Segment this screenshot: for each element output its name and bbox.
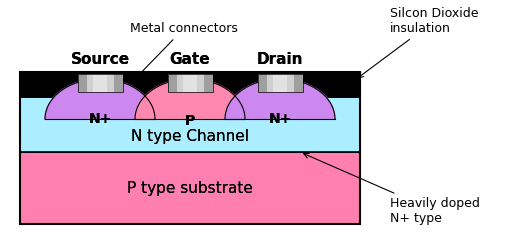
Bar xyxy=(167,74,212,92)
Bar xyxy=(183,74,197,92)
Bar xyxy=(20,152,360,224)
Text: N+: N+ xyxy=(89,112,112,126)
Text: N+: N+ xyxy=(89,112,112,126)
Bar xyxy=(258,74,303,92)
Text: N type Channel: N type Channel xyxy=(131,130,249,144)
Text: N+: N+ xyxy=(268,112,292,126)
Text: Silcon Dioxide
insulation: Silcon Dioxide insulation xyxy=(358,7,479,78)
Bar xyxy=(203,74,212,92)
Text: Heavily doped
N+ type: Heavily doped N+ type xyxy=(304,153,480,225)
Text: P: P xyxy=(185,114,195,128)
Polygon shape xyxy=(225,79,335,119)
Bar xyxy=(77,74,87,92)
Bar xyxy=(20,72,360,224)
Text: Source: Source xyxy=(71,52,130,68)
Text: P type substrate: P type substrate xyxy=(127,180,253,196)
Text: Gate: Gate xyxy=(169,52,210,68)
Bar xyxy=(258,74,303,92)
Text: N type Channel: N type Channel xyxy=(131,130,249,144)
Polygon shape xyxy=(135,79,245,119)
Text: Metal connectors: Metal connectors xyxy=(130,22,238,81)
Bar xyxy=(93,74,106,92)
Text: P type substrate: P type substrate xyxy=(127,180,253,196)
Text: Source: Source xyxy=(71,52,130,68)
Bar xyxy=(77,74,122,92)
Polygon shape xyxy=(45,79,155,119)
Text: Drain: Drain xyxy=(257,52,303,68)
Text: Drain: Drain xyxy=(257,52,303,68)
Text: P: P xyxy=(185,114,195,128)
Bar xyxy=(20,72,360,97)
Bar xyxy=(258,74,267,92)
Bar xyxy=(167,74,212,92)
Bar xyxy=(77,74,122,92)
Bar xyxy=(20,97,360,152)
Text: Gate: Gate xyxy=(169,52,210,68)
Bar xyxy=(114,74,122,92)
Bar xyxy=(273,74,287,92)
Bar xyxy=(293,74,303,92)
Text: N+: N+ xyxy=(268,112,292,126)
Bar xyxy=(167,74,177,92)
